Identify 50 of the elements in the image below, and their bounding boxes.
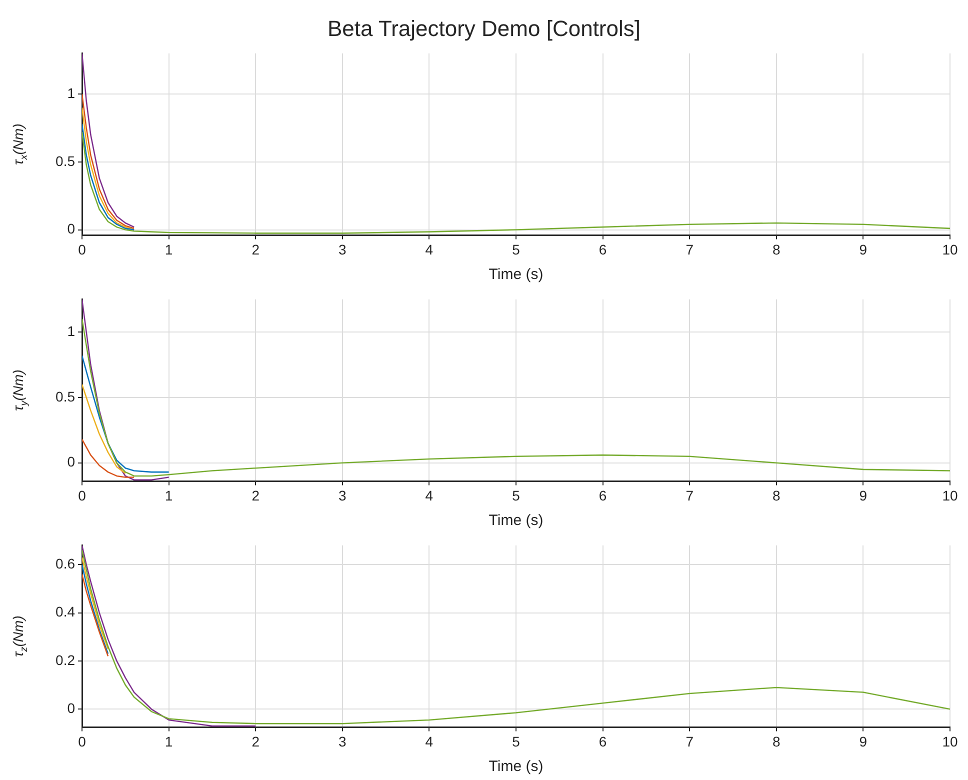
y-axis-title: τy(Nm) <box>10 370 30 411</box>
x-axis-title: Time (s) <box>488 266 544 284</box>
x-tick-label: 6 <box>598 733 607 750</box>
x-axis-title: Time (s) <box>488 758 544 776</box>
x-tick-label: 3 <box>338 733 346 750</box>
y-tick-label: 0 <box>67 700 76 716</box>
x-tick-label: 2 <box>252 241 260 258</box>
y-tick-label: 0.5 <box>56 152 76 169</box>
x-tick-label: 5 <box>512 487 520 504</box>
y-tick-label: 0.5 <box>56 388 76 404</box>
x-tick-label: 9 <box>859 733 868 750</box>
x-tick-label: 9 <box>859 241 868 258</box>
x-tick-label: 0 <box>78 487 86 504</box>
y-tick-label: 0.2 <box>56 652 76 668</box>
x-tick-label: 8 <box>772 241 780 258</box>
x-tick-label: 7 <box>686 733 694 750</box>
chart-title: Beta Trajectory Demo [Controls] <box>327 16 640 42</box>
x-tick-label: 10 <box>942 487 958 504</box>
x-tick-label: 10 <box>942 241 958 258</box>
y-tick-label: 0.6 <box>56 556 76 572</box>
x-tick-label: 10 <box>942 733 958 750</box>
x-tick-label: 2 <box>252 733 260 750</box>
x-tick-label: 0 <box>78 241 86 258</box>
x-tick-label: 7 <box>686 487 694 504</box>
x-tick-label: 5 <box>512 241 520 258</box>
y-tick-label: 1 <box>67 322 76 339</box>
x-tick-label: 3 <box>338 487 346 504</box>
x-tick-label: 8 <box>772 733 780 750</box>
x-tick-label: 8 <box>772 487 780 504</box>
x-tick-label: 1 <box>164 733 173 750</box>
x-tick-label: 4 <box>425 733 434 750</box>
y-axis-title: τz(Nm) <box>10 616 30 657</box>
y-tick-label: 0 <box>67 220 76 237</box>
y-tick-label: 1 <box>67 84 76 101</box>
x-tick-label: 4 <box>425 487 434 504</box>
y-tick-label: 0.4 <box>56 604 76 620</box>
y-axis-title: τx(Nm) <box>10 124 30 165</box>
x-tick-label: 0 <box>78 733 86 750</box>
x-tick-label: 4 <box>425 241 434 258</box>
x-tick-label: 6 <box>598 241 607 258</box>
x-tick-label: 1 <box>164 241 173 258</box>
x-tick-label: 3 <box>338 241 346 258</box>
x-axis-title: Time (s) <box>488 512 544 530</box>
x-tick-label: 7 <box>686 241 694 258</box>
x-tick-label: 6 <box>598 487 607 504</box>
y-tick-label: 0 <box>67 454 76 470</box>
x-tick-label: 2 <box>252 487 260 504</box>
x-tick-label: 9 <box>859 487 868 504</box>
x-tick-label: 1 <box>164 487 173 504</box>
x-tick-label: 5 <box>512 733 520 750</box>
